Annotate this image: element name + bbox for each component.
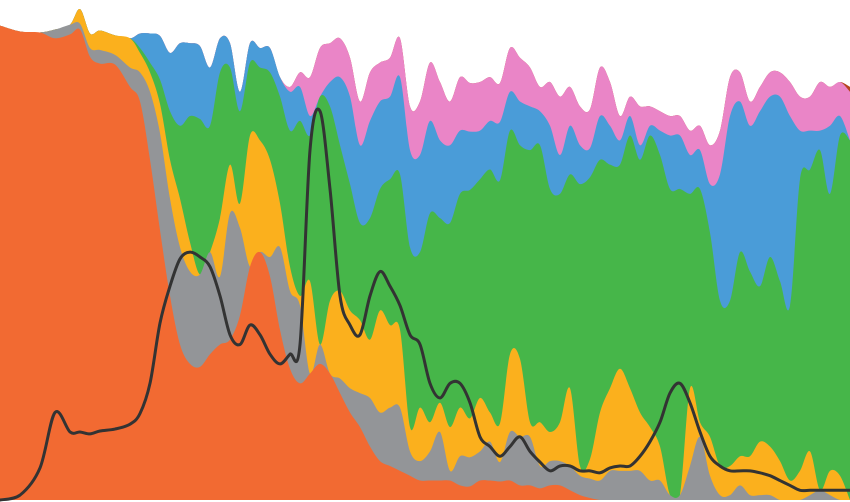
overlay-line-series	[0, 107, 850, 502]
line-series-group	[0, 107, 850, 502]
area-series-group	[0, 9, 850, 500]
area-series-1	[0, 25, 850, 500]
